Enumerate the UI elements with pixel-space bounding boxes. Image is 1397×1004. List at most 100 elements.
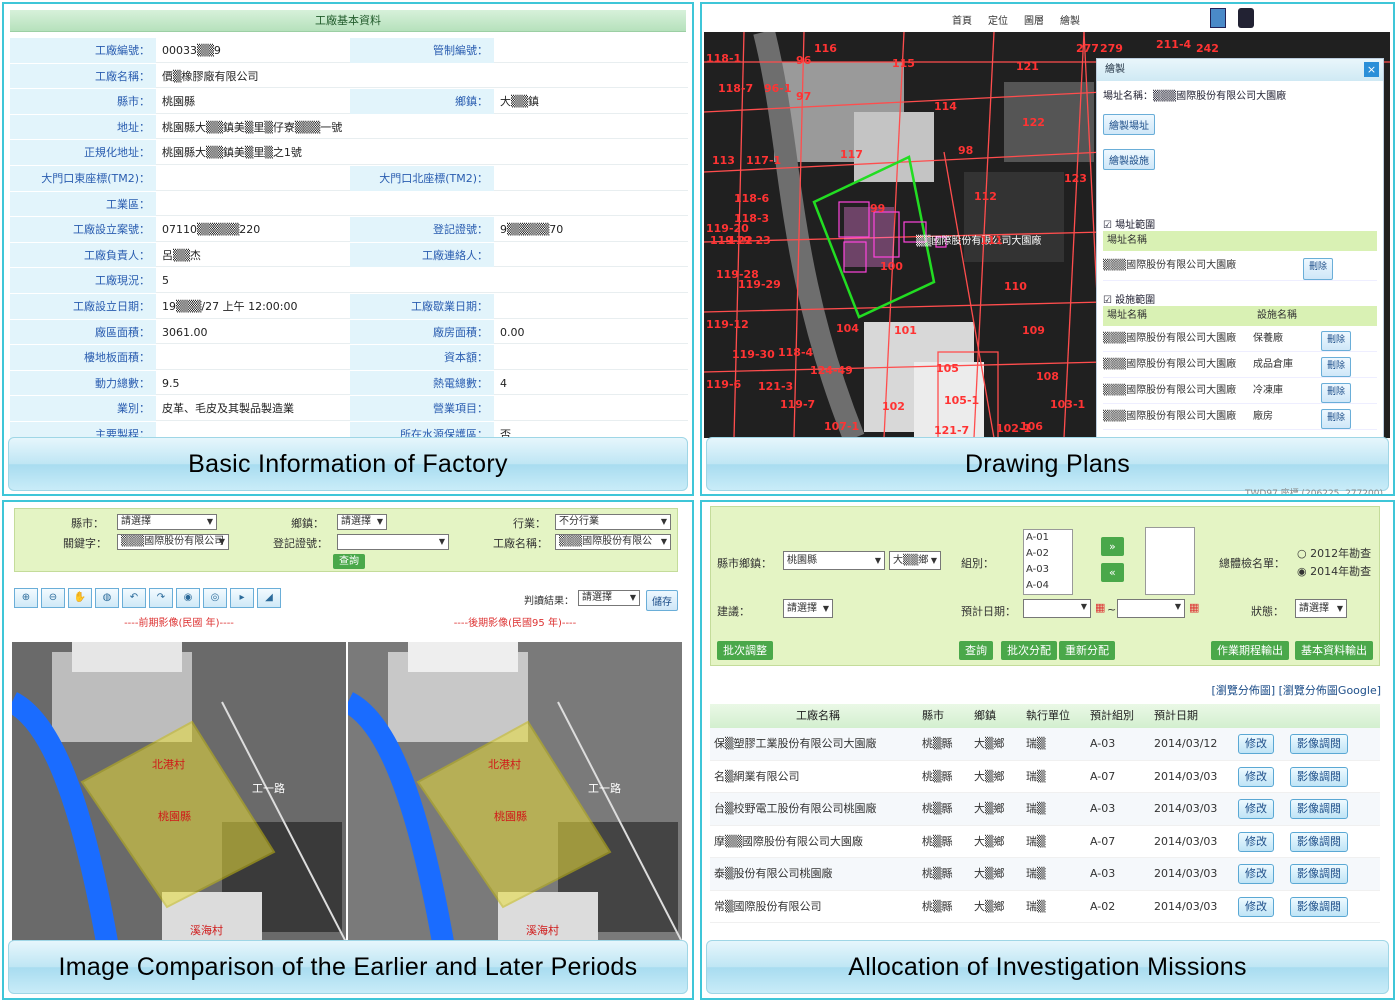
next-icon[interactable]: ▸ <box>230 588 254 608</box>
measure-icon[interactable]: ◢ <box>257 588 281 608</box>
label-beigang-2: 北港村 <box>488 757 521 771</box>
edit-button[interactable]: 修改 <box>1238 864 1274 884</box>
info-value <box>156 345 350 370</box>
calendar-icon-2[interactable]: ▦ <box>1189 601 1200 614</box>
q4-county-select[interactable]: 桃園縣 <box>783 551 885 570</box>
close-icon[interactable]: × <box>1364 62 1379 77</box>
calendar-icon-1[interactable]: ▦ <box>1095 601 1106 614</box>
info-value: 5 <box>156 268 688 293</box>
facility-checkbox[interactable]: ☑ <box>1103 295 1112 306</box>
parcel-label: 116 <box>814 42 837 55</box>
parcel-label: 113 <box>712 154 735 167</box>
site-delete-button[interactable]: 刪除 <box>1303 258 1334 280</box>
group-item[interactable]: A-04 <box>1026 580 1049 591</box>
radio-2014-label: 2014年勘查 <box>1310 565 1372 578</box>
edit-button[interactable]: 修改 <box>1238 799 1274 819</box>
result-select[interactable]: 請選擇 <box>578 590 640 606</box>
info-row: 樓地板面積： 資本額： <box>10 345 688 371</box>
mission-date: 2014/03/03 <box>1154 899 1218 913</box>
schedule-export-button[interactable]: 作業期程輸出 <box>1211 641 1289 660</box>
town-select[interactable]: 請選擇 <box>337 514 387 530</box>
info-value: 價▒橡膠廠有限公司 <box>156 63 688 89</box>
draw-panel: 繪製 × 場址名稱：▒▒▒國際股份有限公司大園廠 繪製場址 繪製設施 ☑ 場址範… <box>1096 58 1384 438</box>
date-to[interactable] <box>1117 599 1185 618</box>
globe-icon[interactable]: ◍ <box>95 588 119 608</box>
group-item[interactable]: A-03 <box>1026 564 1049 575</box>
image-view-button[interactable]: 影像調閱 <box>1290 831 1348 852</box>
mission-unit: 瑞▒ <box>1026 834 1046 848</box>
image-view-button[interactable]: 影像調閱 <box>1290 864 1348 884</box>
move-left-button[interactable]: « <box>1101 563 1124 582</box>
mission-row: 保▒塑膠工業股份有限公司大園廠 桃▒縣 大▒鄉 瑞▒ A-03 2014/03/… <box>710 728 1380 761</box>
edit-button[interactable]: 修改 <box>1238 734 1274 754</box>
facility-row: ▒▒▒國際股份有限公司大園廠 廠房 刪除 <box>1103 404 1377 430</box>
info-value: 0.00 <box>494 319 688 345</box>
selected-group-list[interactable] <box>1145 527 1195 595</box>
q4-town-select[interactable]: 大▒▒鄉 <box>889 551 941 570</box>
facility-delete-button[interactable]: 刪除 <box>1321 383 1352 403</box>
facility-row: ▒▒▒國際股份有限公司大園廠 成品倉庫 刪除 <box>1103 352 1377 378</box>
eye-icon[interactable]: ◎ <box>203 588 227 608</box>
mission-town: 大▒鄉 <box>974 899 1005 913</box>
image-view-button[interactable]: 影像調閱 <box>1290 896 1348 917</box>
group-item[interactable]: A-02 <box>1026 548 1049 559</box>
image-view-button[interactable]: 影像調閱 <box>1290 799 1348 819</box>
batch-adjust-button[interactable]: 批次調整 <box>717 641 773 660</box>
top-nav: 首頁 定位 圖層 繪製 <box>952 12 1080 27</box>
draw-site-button[interactable]: 繪製場址 <box>1103 114 1155 135</box>
factory-name-select[interactable]: ▒▒▒國際股份有限公 <box>555 534 671 550</box>
date-from[interactable] <box>1023 599 1091 618</box>
mission-town: 大▒鄉 <box>974 769 1005 783</box>
status-select[interactable]: 請選擇 <box>1295 599 1347 618</box>
facility-delete-button[interactable]: 刪除 <box>1321 331 1352 351</box>
facility-delete-button[interactable]: 刪除 <box>1321 409 1352 429</box>
nav-layers[interactable]: 圖層 <box>1024 16 1044 27</box>
query-button[interactable]: 查詢 <box>333 554 365 569</box>
pan-icon[interactable]: ✋ <box>68 588 92 608</box>
reassign-button[interactable]: 重新分配 <box>1059 641 1115 660</box>
save-button[interactable]: 儲存 <box>646 590 678 611</box>
zoom-out-icon[interactable]: ⊖ <box>41 588 65 608</box>
edit-button[interactable]: 修改 <box>1238 896 1274 917</box>
facility-delete-button[interactable]: 刪除 <box>1321 357 1352 377</box>
county-select[interactable]: 請選擇 <box>117 514 217 530</box>
nav-draw[interactable]: 繪製 <box>1060 16 1080 27</box>
site-checkbox[interactable]: ☑ <box>1103 220 1112 231</box>
mission-row: 台▒校野電工股份有限公司桃園廠 桃▒縣 大▒鄉 瑞▒ A-03 2014/03/… <box>710 793 1380 826</box>
basic-export-button[interactable]: 基本資料輸出 <box>1295 641 1373 660</box>
q4-query-button[interactable]: 查詢 <box>959 641 993 660</box>
reg-input[interactable] <box>337 534 449 550</box>
batch-assign-button[interactable]: 批次分配 <box>1001 641 1057 660</box>
taiwan-icon[interactable] <box>1238 8 1254 28</box>
view-icon[interactable]: ◉ <box>176 588 200 608</box>
radio-2014[interactable]: ◉ 2014年勘查 <box>1297 565 1372 578</box>
radio-2012[interactable]: ○ 2012年勘查 <box>1297 547 1372 560</box>
undo-icon[interactable]: ↶ <box>122 588 146 608</box>
info-label: 廠房面積： <box>350 319 494 345</box>
flag-icon[interactable] <box>1210 8 1226 28</box>
nav-home[interactable]: 首頁 <box>952 16 972 27</box>
search-filter: 縣市： 請選擇 鄉鎮： 請選擇 行業： 不分行業 關鍵字： ▒▒▒國際股份有限公… <box>14 508 678 572</box>
edit-button[interactable]: 修改 <box>1238 831 1274 852</box>
parcel-label: 100 <box>880 260 903 273</box>
mission-filter: 縣市鄉鎮： 桃園縣 大▒▒鄉 組別： A-01 A-02 A-03 A-04 »… <box>710 506 1380 666</box>
draw-facility-button[interactable]: 繪製設施 <box>1103 149 1155 170</box>
group-item[interactable]: A-01 <box>1026 532 1049 543</box>
keyword-input[interactable]: ▒▒▒國際股份有限公司大 <box>117 534 229 550</box>
edit-button[interactable]: 修改 <box>1238 766 1274 787</box>
mission-row: 常▒國際股份有限公司 桃▒縣 大▒鄉 瑞▒ A-02 2014/03/03 修改… <box>710 891 1380 923</box>
earlier-image[interactable]: 北港村 桃園縣 溪海村 工一路 <box>12 642 346 942</box>
redo-icon[interactable]: ↷ <box>149 588 173 608</box>
parcel-label: 105-1 <box>944 394 979 407</box>
image-view-button[interactable]: 影像調閱 <box>1290 766 1348 787</box>
suggest-select[interactable]: 請選擇 <box>783 599 833 618</box>
move-right-button[interactable]: » <box>1101 537 1124 556</box>
industry-select[interactable]: 不分行業 <box>555 514 671 530</box>
group-list[interactable]: A-01 A-02 A-03 A-04 <box>1023 529 1073 595</box>
nav-locate[interactable]: 定位 <box>988 16 1008 27</box>
image-view-button[interactable]: 影像調閱 <box>1290 734 1348 754</box>
later-image[interactable]: 北港村 桃園縣 溪海村 工一路 <box>348 642 682 942</box>
zoom-in-icon[interactable]: ⊕ <box>14 588 38 608</box>
distribution-links[interactable]: [瀏覽分佈圖] [瀏覽分佈圖Google] <box>1211 684 1381 697</box>
facility-site: ▒▒▒國際股份有限公司大園廠 <box>1103 333 1237 344</box>
